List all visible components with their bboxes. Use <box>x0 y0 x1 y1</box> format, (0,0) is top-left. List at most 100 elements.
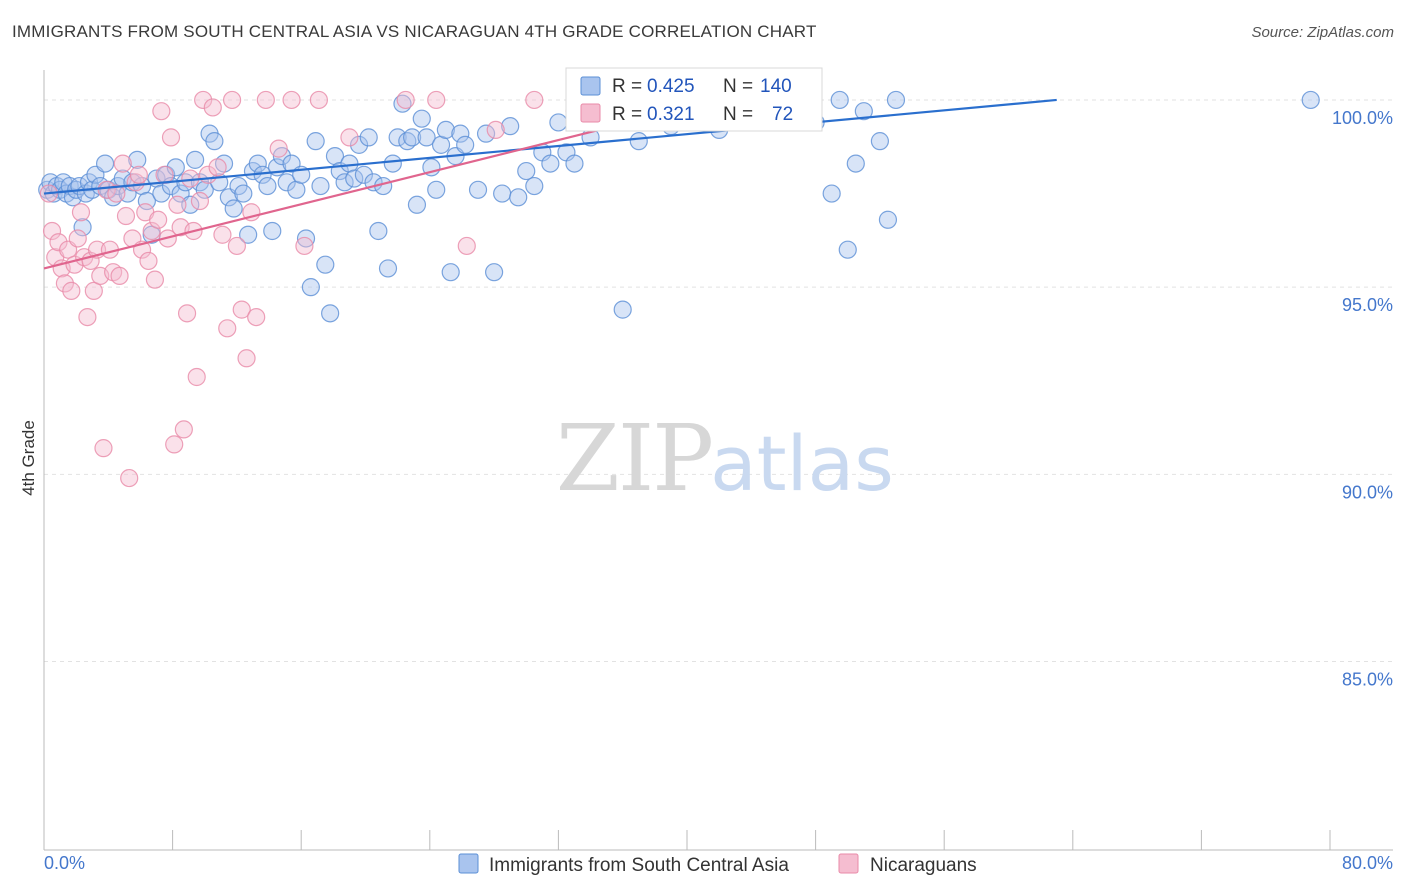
point-nicaraguan <box>78 307 97 327</box>
point-south-central-asia <box>263 221 282 241</box>
point-nicaraguan <box>340 128 359 147</box>
point-nicaraguan <box>187 367 206 387</box>
point-south-central-asia <box>224 199 243 218</box>
point-nicaraguan <box>396 90 415 110</box>
point-south-central-asia <box>349 135 369 154</box>
legend-r-value-a: 0.425 <box>647 76 695 97</box>
y-tick-label: 100.0% <box>1332 108 1393 128</box>
point-south-central-asia <box>870 132 890 151</box>
point-south-central-asia <box>613 300 632 319</box>
point-south-central-asia <box>73 218 92 237</box>
point-nicaraguan <box>139 251 158 271</box>
point-nicaraguan <box>427 90 446 110</box>
point-south-central-asia <box>95 154 115 173</box>
point-south-central-asia <box>354 165 373 184</box>
legend-n-value-b: 72 <box>772 104 793 125</box>
point-nicaraguan <box>161 128 181 147</box>
legend-swatch-pink <box>580 103 601 123</box>
bottom-legend-swatch-blue <box>458 853 479 874</box>
point-nicaraguan <box>62 281 81 300</box>
point-nicaraguan <box>486 120 505 140</box>
point-south-central-asia <box>296 229 316 248</box>
x-tick-label: 0.0% <box>44 853 85 873</box>
point-nicaraguan <box>42 221 62 241</box>
point-nicaraguan <box>168 195 187 214</box>
watermark-zip: ZIP <box>556 405 712 512</box>
y-tick-label: 85.0% <box>1342 670 1393 690</box>
point-nicaraguan <box>84 281 103 300</box>
point-nicaraguan <box>237 349 256 368</box>
point-south-central-asia <box>301 278 320 297</box>
point-south-central-asia <box>854 102 873 121</box>
watermark: ZIP atlas <box>556 405 894 512</box>
point-nicaraguan <box>49 233 68 252</box>
point-south-central-asia <box>239 225 258 244</box>
legend-r-label-a: R = <box>612 76 642 97</box>
point-nicaraguan <box>232 300 251 319</box>
chart-title: IMMIGRANTS FROM SOUTH CENTRAL ASIA VS NI… <box>12 22 817 41</box>
point-south-central-asia <box>549 113 568 132</box>
watermark-atlas: atlas <box>710 419 894 508</box>
trend-line-south-central-asia <box>43 98 1057 195</box>
point-nicaraguan <box>203 98 222 117</box>
point-south-central-asia <box>277 173 296 192</box>
point-south-central-asia <box>509 188 528 207</box>
point-nicaraguan <box>94 439 113 458</box>
point-nicaraguan <box>120 468 139 488</box>
point-south-central-asia <box>152 184 171 203</box>
point-south-central-asia <box>838 240 857 259</box>
point-nicaraguan <box>194 90 213 110</box>
legend-n-value-a: 140 <box>760 76 792 97</box>
point-south-central-asia <box>186 150 205 169</box>
point-nicaraguan <box>227 236 246 256</box>
point-south-central-asia <box>878 210 898 229</box>
point-nicaraguan <box>152 102 171 121</box>
point-south-central-asia <box>234 184 253 203</box>
legend-box <box>565 67 823 132</box>
point-nicaraguan <box>174 420 193 439</box>
point-south-central-asia <box>137 191 156 211</box>
point-south-central-asia <box>830 90 849 110</box>
point-south-central-asia <box>456 135 475 154</box>
point-south-central-asia <box>403 128 422 147</box>
point-nicaraguan <box>256 90 275 110</box>
point-nicaraguan <box>282 90 301 110</box>
point-nicaraguan <box>165 435 184 454</box>
point-south-central-asia <box>427 180 446 199</box>
point-south-central-asia <box>468 180 488 199</box>
y-tick-label: 95.0% <box>1342 295 1393 315</box>
point-south-central-asia <box>565 154 584 173</box>
point-south-central-asia <box>383 154 402 173</box>
legend-r-label-b: R = <box>612 104 642 125</box>
point-nicaraguan <box>222 90 242 110</box>
point-nicaraguan <box>208 158 227 177</box>
point-south-central-asia <box>493 184 512 203</box>
axes <box>43 70 1393 851</box>
point-nicaraguan <box>309 90 328 110</box>
point-south-central-asia <box>441 263 460 282</box>
scatter-points <box>38 90 1320 488</box>
point-south-central-asia <box>359 128 378 147</box>
point-nicaraguan <box>113 154 132 173</box>
point-south-central-asia <box>1301 90 1320 110</box>
point-south-central-asia <box>886 90 906 110</box>
bottom-legend-label-a: Immigrants from South Central Asia <box>489 855 789 876</box>
y-axis-label: 4th Grade <box>19 420 38 496</box>
point-south-central-asia <box>846 154 865 173</box>
point-nicaraguan <box>295 236 314 256</box>
series-legend: Immigrants from South Central Asia Nicar… <box>458 853 977 876</box>
point-south-central-asia <box>451 124 470 143</box>
point-south-central-asia <box>195 180 214 199</box>
point-south-central-asia <box>525 176 544 196</box>
bottom-legend-swatch-pink <box>838 853 859 874</box>
point-nicaraguan <box>68 229 87 248</box>
point-south-central-asia <box>258 176 277 196</box>
point-south-central-asia <box>541 154 560 173</box>
point-nicaraguan <box>218 319 237 338</box>
point-nicaraguan <box>116 206 136 226</box>
correlation-legend: R = 0.425 N = 140 R = 0.321 N = 72 <box>565 67 823 132</box>
point-south-central-asia <box>517 161 536 181</box>
y-tick-label: 90.0% <box>1342 482 1393 502</box>
point-south-central-asia <box>412 109 431 128</box>
